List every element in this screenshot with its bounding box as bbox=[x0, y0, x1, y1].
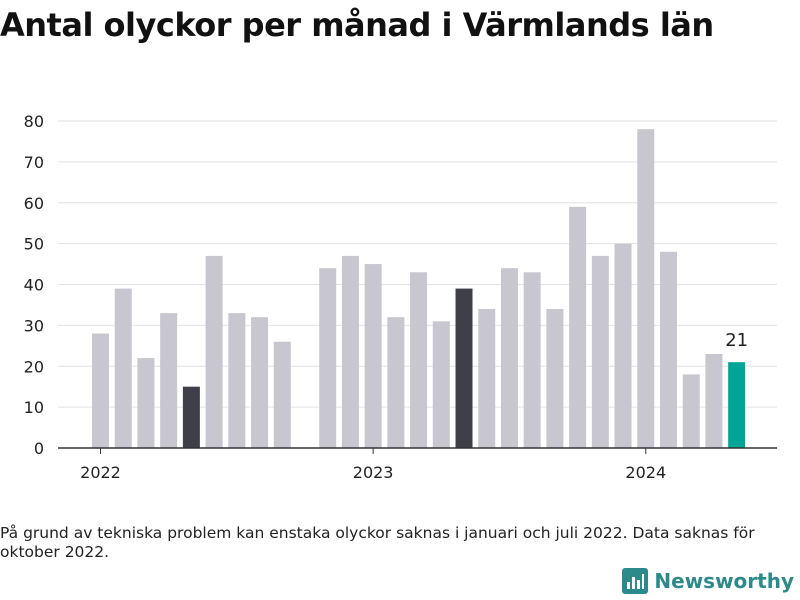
y-tick-label: 30 bbox=[24, 316, 44, 335]
chart-title: Antal olyckor per månad i Värmlands län bbox=[0, 6, 714, 44]
bar bbox=[591, 255, 609, 448]
bar bbox=[728, 362, 746, 448]
x-tick-label: 2024 bbox=[625, 463, 666, 482]
bar bbox=[92, 333, 109, 448]
bar bbox=[114, 288, 132, 448]
footnote: På grund av tekniska problem kan enstaka… bbox=[0, 524, 755, 561]
brand-name: Newsworthy bbox=[654, 569, 794, 593]
bar bbox=[251, 317, 269, 448]
bar bbox=[455, 288, 473, 448]
x-tick-label: 2022 bbox=[80, 463, 121, 482]
bar-chart: 0 10 20 30 40 50 60 70 80 21 2022 2023 2024 bbox=[24, 112, 777, 482]
bar bbox=[364, 264, 382, 448]
y-tick-label: 10 bbox=[24, 398, 44, 417]
bar bbox=[273, 341, 291, 448]
bar bbox=[341, 255, 359, 448]
bar bbox=[410, 272, 428, 448]
y-tick-label: 60 bbox=[24, 194, 44, 213]
y-tick-label: 80 bbox=[24, 112, 44, 131]
bar bbox=[387, 317, 405, 448]
bar bbox=[319, 268, 337, 448]
bar bbox=[478, 309, 496, 448]
bar bbox=[569, 206, 587, 448]
bar bbox=[228, 313, 246, 448]
bar bbox=[205, 255, 223, 448]
y-tick-label: 20 bbox=[24, 357, 44, 376]
bar bbox=[614, 243, 632, 448]
y-tick-label: 0 bbox=[34, 439, 44, 458]
bar bbox=[546, 309, 564, 448]
bar bbox=[682, 374, 700, 448]
bar bbox=[432, 321, 450, 448]
bar bbox=[523, 272, 541, 448]
y-tick-label: 50 bbox=[24, 235, 44, 254]
bar bbox=[637, 129, 655, 449]
bar bbox=[705, 353, 723, 448]
bar-chart-logo-icon bbox=[622, 568, 649, 594]
bar bbox=[160, 313, 178, 448]
bar-value-label: 21 bbox=[725, 330, 748, 351]
brand-logo: Newsworthy bbox=[622, 568, 794, 594]
bar bbox=[660, 251, 677, 448]
y-tick-label: 70 bbox=[24, 153, 44, 172]
bar bbox=[182, 386, 200, 448]
y-tick-label: 40 bbox=[24, 276, 44, 295]
bar bbox=[500, 268, 518, 448]
bar bbox=[137, 358, 155, 448]
x-tick-label: 2023 bbox=[353, 463, 394, 482]
